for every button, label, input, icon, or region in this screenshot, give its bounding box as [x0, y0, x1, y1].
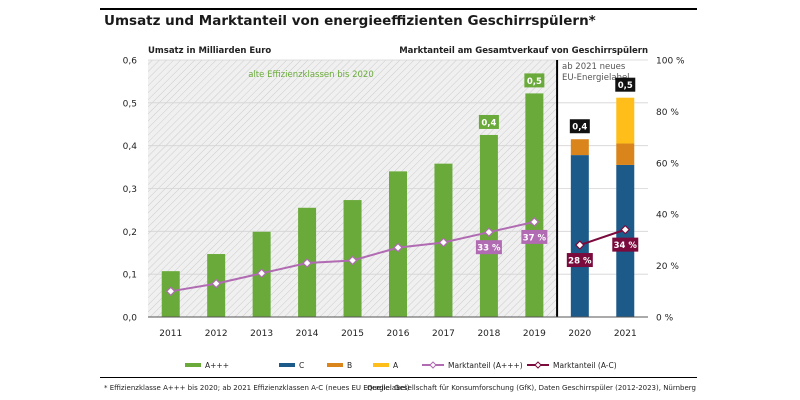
footnote: * Effizienzklasse A+++ bis 2020; ab 2021…	[104, 384, 410, 392]
legend-label: B	[347, 361, 352, 370]
bar-total-label: 0,4	[572, 123, 587, 133]
y-tick-label: 0,3	[123, 185, 137, 195]
x-tick-label: 2020	[568, 329, 591, 339]
y2-tick-label: 20 %	[656, 262, 679, 272]
bar-c	[570, 155, 589, 317]
x-tick-label: 2012	[205, 329, 228, 339]
line-share-a-plus-marker	[438, 237, 449, 248]
share-label-badge	[521, 229, 548, 244]
bar-b	[616, 143, 635, 165]
bar-a-plus	[479, 134, 498, 317]
legend-swatch	[373, 363, 389, 367]
x-tick-label: 2011	[159, 329, 182, 339]
period2-label-line2: EU-Energielabel	[562, 73, 630, 83]
y2-tick-label: 100 %	[656, 57, 685, 67]
x-tick-label: 2021	[614, 329, 637, 339]
y-tick-label: 0,6	[123, 57, 138, 67]
y-tick-label: 0,1	[123, 271, 137, 281]
right-axis-title: Marktanteil am Gesamtverkauf von Geschir…	[399, 46, 648, 56]
line-share-a-plus-marker	[484, 227, 494, 238]
bar-b	[570, 139, 589, 156]
y-tick-label: 0,0	[123, 314, 138, 324]
line-share-a-c	[579, 228, 626, 246]
bar-total-badge	[524, 73, 545, 88]
bar-total-label: 0,5	[618, 81, 633, 91]
x-tick-label: 2017	[432, 329, 455, 339]
top-rule	[100, 8, 697, 10]
share-label: 28 %	[568, 257, 592, 267]
share-label-badge	[566, 253, 593, 268]
line-share-a-plus-marker	[529, 217, 540, 227]
chart-title: Umsatz und Marktanteil von energieeffizi…	[104, 13, 596, 29]
x-tick-label: 2016	[387, 329, 410, 339]
legend-marker	[534, 361, 542, 369]
legend-marker	[429, 361, 437, 369]
y2-tick-label: 0 %	[656, 314, 674, 324]
x-tick-label: 2015	[341, 329, 364, 339]
legend-label: Marktanteil (A+++)	[448, 361, 523, 370]
share-label-badge	[612, 237, 639, 252]
line-share-a-plus-marker	[302, 258, 312, 268]
x-tick-label: 2014	[296, 329, 319, 339]
bar-a-plus	[525, 93, 544, 317]
bar-total-badge	[569, 119, 590, 134]
x-tick-label: 2018	[477, 329, 500, 339]
line-share-a-plus-marker	[393, 242, 403, 253]
y2-tick-label: 40 %	[656, 211, 679, 221]
legend-label: A	[393, 361, 399, 370]
bottom-rule	[100, 377, 697, 378]
legend-label: Marktanteil (A-C)	[553, 361, 617, 370]
y-tick-label: 0,2	[123, 228, 137, 238]
bar-total-label: 0,5	[527, 77, 542, 87]
bar-total-badge	[615, 77, 636, 92]
period2-label-line1: ab 2021 neues	[562, 62, 626, 72]
y2-tick-label: 60 %	[656, 159, 679, 169]
line-share-a-plus-marker	[165, 286, 176, 297]
share-label: 37 %	[523, 233, 547, 243]
share-label: 34 %	[614, 241, 638, 251]
line-share-a-plus-marker	[256, 268, 267, 279]
share-label: 33 %	[477, 244, 501, 254]
line-share-a-c-marker	[574, 240, 585, 250]
line-share-a-plus-marker	[347, 255, 358, 266]
source-note: Quelle: Gesellschaft für Konsumforschung…	[367, 384, 696, 392]
legend-swatch	[279, 363, 295, 367]
left-axis-title: Umsatz in Milliarden Euro	[148, 46, 271, 56]
y-tick-label: 0,4	[123, 142, 138, 152]
line-share-a-plus-marker	[211, 278, 222, 289]
x-tick-label: 2013	[250, 329, 273, 339]
x-tick-label: 2019	[523, 329, 546, 339]
bar-a	[616, 97, 635, 144]
line-share-a-c-marker	[620, 224, 631, 235]
legend-swatch	[327, 363, 343, 367]
y-tick-label: 0,5	[123, 99, 137, 109]
bar-total-badge	[478, 114, 499, 129]
period1-label: alte Effizienzklassen bis 2020	[248, 70, 374, 80]
legend-swatch	[185, 363, 201, 367]
legend-label: C	[299, 361, 304, 370]
y2-tick-label: 80 %	[656, 108, 679, 118]
share-label-badge	[475, 240, 502, 255]
bar-total-label: 0,4	[481, 118, 496, 128]
legend-label: A+++	[205, 361, 229, 370]
